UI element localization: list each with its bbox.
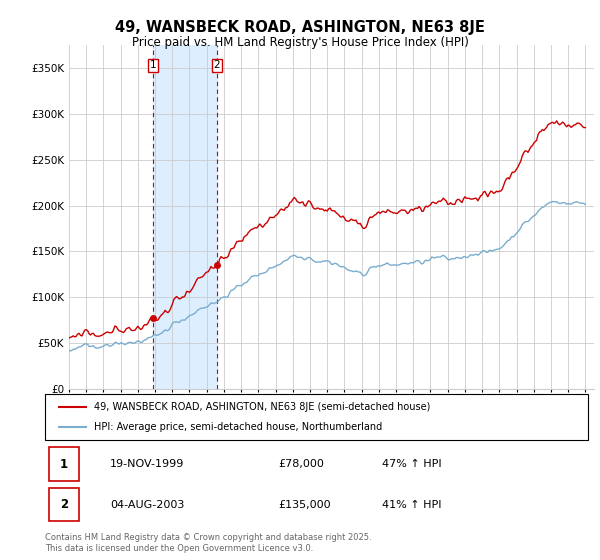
Text: £78,000: £78,000 [278, 459, 325, 469]
Text: 2: 2 [214, 60, 220, 71]
Text: HPI: Average price, semi-detached house, Northumberland: HPI: Average price, semi-detached house,… [94, 422, 382, 432]
Bar [154, 45, 217, 389]
Text: Contains HM Land Registry data © Crown copyright and database right 2025.
This d: Contains HM Land Registry data © Crown c… [45, 533, 371, 553]
Text: 41% ↑ HPI: 41% ↑ HPI [382, 500, 441, 510]
Text: 2: 2 [60, 498, 68, 511]
Text: 1: 1 [150, 60, 157, 71]
Text: 19-NOV-1999: 19-NOV-1999 [110, 459, 185, 469]
Text: 49, WANSBECK ROAD, ASHINGTON, NE63 8JE (semi-detached house): 49, WANSBECK ROAD, ASHINGTON, NE63 8JE (… [94, 403, 430, 413]
Text: Price paid vs. HM Land Registry's House Price Index (HPI): Price paid vs. HM Land Registry's House … [131, 36, 469, 49]
Text: 04-AUG-2003: 04-AUG-2003 [110, 500, 185, 510]
FancyBboxPatch shape [49, 488, 79, 521]
FancyBboxPatch shape [45, 394, 588, 440]
FancyBboxPatch shape [49, 447, 79, 481]
Text: 1: 1 [60, 458, 68, 471]
Text: 47% ↑ HPI: 47% ↑ HPI [382, 459, 441, 469]
Text: £135,000: £135,000 [278, 500, 331, 510]
Text: 49, WANSBECK ROAD, ASHINGTON, NE63 8JE: 49, WANSBECK ROAD, ASHINGTON, NE63 8JE [115, 20, 485, 35]
